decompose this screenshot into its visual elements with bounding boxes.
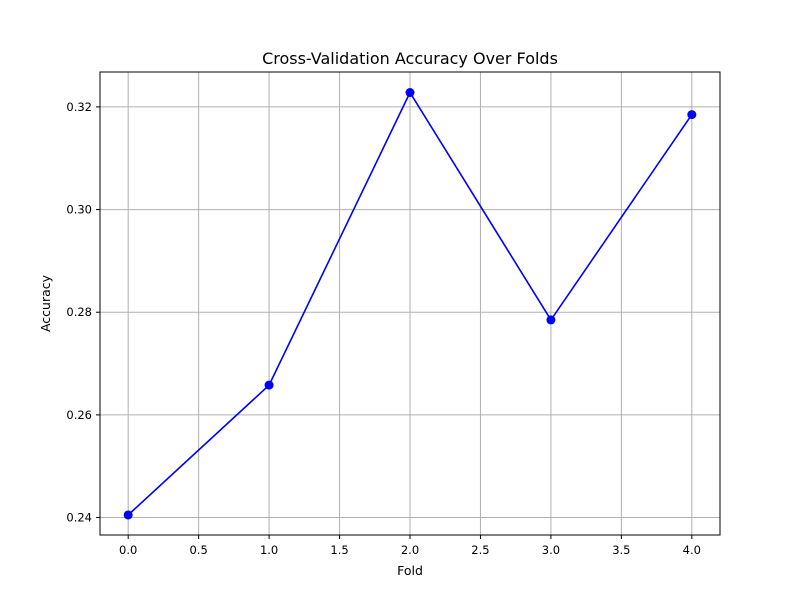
x-tick-label: 1.0 — [260, 543, 278, 557]
x-axis-label: Fold — [397, 563, 423, 578]
y-tick-label: 0.32 — [66, 100, 92, 114]
x-tick-label: 2.0 — [401, 543, 419, 557]
x-tick-label: 2.5 — [471, 543, 489, 557]
x-tick-label: 4.0 — [683, 543, 701, 557]
x-tick-label: 0.0 — [119, 543, 137, 557]
x-tick-label: 3.5 — [612, 543, 630, 557]
y-tick-label: 0.28 — [66, 305, 92, 319]
axes: 0.0 0.5 1.0 1.5 2.0 2.5 3.0 3.5 4.0 0.24 0.26 0.28 0… — [66, 71, 721, 557]
y-axis-label: Accuracy — [38, 274, 53, 332]
data-point — [123, 510, 133, 520]
y-tick-label: 0.30 — [66, 203, 92, 217]
series-layer — [123, 88, 697, 520]
x-tick-label: 3.0 — [542, 543, 560, 557]
data-point — [264, 380, 274, 390]
data-point — [687, 110, 697, 120]
y-tick-label: 0.26 — [66, 408, 92, 422]
x-tick-label: 1.5 — [330, 543, 348, 557]
data-point — [405, 88, 415, 98]
chart-title: Cross-Validation Accuracy Over Folds — [262, 49, 558, 68]
x-tick-label: 0.5 — [189, 543, 207, 557]
y-tick-label: 0.24 — [66, 511, 92, 525]
data-point — [546, 315, 556, 325]
grid — [100, 72, 720, 535]
